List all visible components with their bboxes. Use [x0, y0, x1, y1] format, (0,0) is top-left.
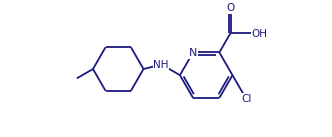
Text: OH: OH [252, 29, 268, 39]
Text: Cl: Cl [242, 94, 252, 104]
Text: N: N [189, 48, 197, 58]
Text: NH: NH [153, 60, 169, 70]
Text: O: O [226, 3, 235, 13]
